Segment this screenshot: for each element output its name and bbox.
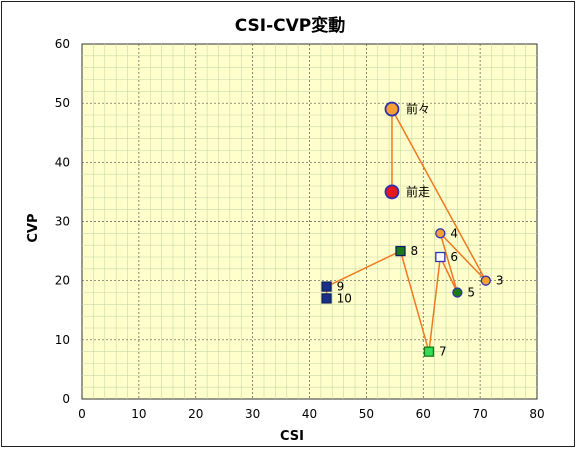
y-tick-label: 10	[55, 333, 70, 347]
x-tick-label: 50	[359, 407, 374, 421]
point-marker	[384, 184, 400, 200]
point-marker	[384, 101, 400, 117]
x-tick-label: 60	[416, 407, 431, 421]
point-label: 8	[411, 244, 419, 258]
point-marker	[435, 251, 446, 263]
point-label: 5	[467, 286, 475, 300]
x-tick-label: 70	[472, 407, 487, 421]
tick-labels: 0 10 20 30 40 50 60 70 80 0 10 20 30 40 50 60	[55, 37, 545, 421]
point-marker	[321, 293, 332, 304]
y-axis-title: CVP	[26, 213, 41, 242]
point-label: 7	[439, 345, 447, 359]
point-label: 前走	[406, 184, 430, 199]
y-tick-label: 60	[55, 37, 70, 51]
x-axis-title: CSI	[280, 429, 304, 444]
point-marker	[435, 228, 446, 239]
point-marker	[480, 275, 491, 286]
chart-title: CSI-CVP変動	[235, 15, 346, 36]
connector-polyline	[325, 108, 487, 352]
point-label: 前々	[406, 101, 430, 116]
point-marker	[423, 346, 435, 357]
point-marker	[321, 281, 332, 292]
y-tick-label: 20	[55, 274, 70, 288]
point-label: 9	[337, 280, 345, 294]
point-label: 6	[450, 250, 458, 264]
data-markers	[321, 101, 491, 357]
x-tick-label: 30	[245, 407, 260, 421]
y-tick-label: 40	[55, 155, 70, 169]
connector-line	[325, 108, 487, 352]
x-tick-label: 40	[302, 407, 317, 421]
x-tick-label: 0	[78, 407, 86, 421]
point-marker	[452, 287, 463, 298]
point-label: 10	[337, 291, 352, 305]
y-tick-label: 30	[55, 215, 70, 229]
y-tick-label: 0	[62, 392, 70, 406]
x-tick-label: 10	[131, 407, 146, 421]
x-tick-label: 80	[529, 407, 544, 421]
grid-lines	[82, 44, 537, 399]
point-label: 3	[496, 274, 504, 288]
point-label: 4	[450, 226, 458, 240]
y-tick-label: 50	[55, 96, 70, 110]
x-tick-label: 20	[188, 407, 203, 421]
point-marker	[395, 245, 406, 257]
